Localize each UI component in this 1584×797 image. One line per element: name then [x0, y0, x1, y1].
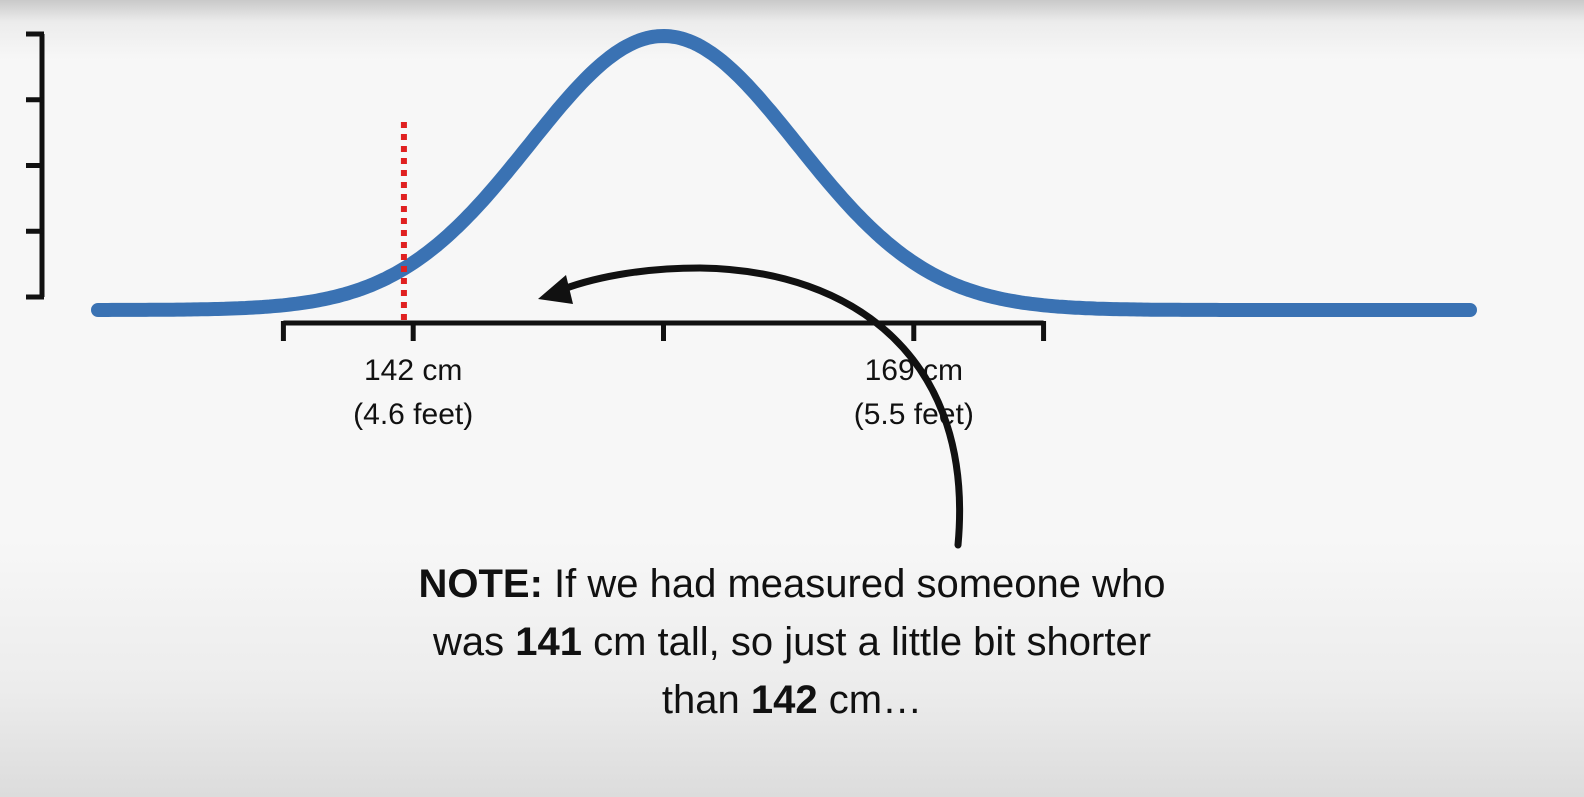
arrow-head	[538, 275, 573, 304]
x-tick-label-feet: (4.6 feet)	[353, 398, 473, 431]
x-tick-label-feet: (5.5 feet)	[854, 398, 974, 431]
x-axis	[280, 320, 1047, 341]
note-text: NOTE: If we had measured someone who was…	[292, 555, 1292, 729]
note-value-141: 141	[515, 620, 582, 664]
note-value-142: 142	[750, 678, 818, 722]
arrow-line	[552, 264, 963, 549]
note-line-2-pre: was	[432, 620, 516, 664]
note-line-3-pre: than	[661, 678, 751, 722]
note-label: NOTE:	[418, 562, 543, 606]
note-line-3: than 142 cm…	[292, 671, 1292, 729]
y-axis	[26, 31, 45, 300]
note-line-2: was 141 cm tall, so just a little bit sh…	[292, 613, 1292, 671]
annotation-arrow	[538, 264, 963, 549]
note-line-3-text: cm…	[817, 678, 923, 722]
distribution-curve	[91, 29, 1477, 317]
note-line-2-text: cm tall, so just a little bit shorter	[581, 620, 1152, 664]
note-line-1: NOTE: If we had measured someone who	[292, 555, 1292, 613]
x-tick-labels: 142 cm(4.6 feet)169 cm(5.5 feet)	[353, 354, 974, 431]
note-line-1-text: If we had measured someone who	[542, 562, 1166, 606]
x-tick-label: 142 cm	[364, 354, 462, 387]
